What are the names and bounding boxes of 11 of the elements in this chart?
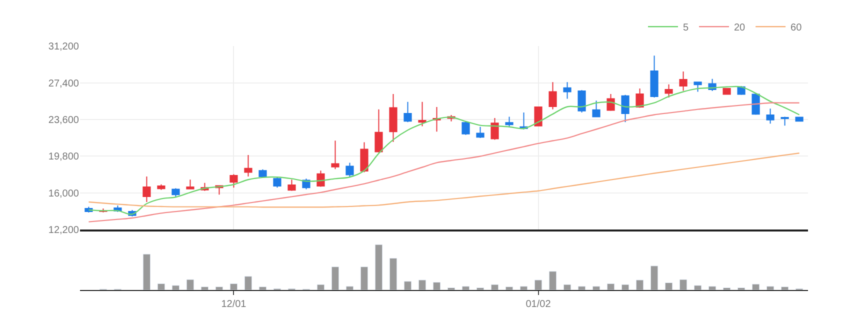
legend-label: 60 bbox=[790, 22, 802, 34]
y-tick-label: 31,200 bbox=[48, 42, 80, 52]
legend-label: 20 bbox=[734, 22, 746, 34]
x-tick-label: 01/02 bbox=[526, 299, 552, 310]
y-tick-label: 12,200 bbox=[48, 225, 80, 236]
y-tick-label: 23,600 bbox=[48, 114, 80, 126]
y-tick-label: 27,400 bbox=[48, 78, 80, 90]
y-tick-label: 19,800 bbox=[48, 152, 80, 163]
x-tick-label: 12/01 bbox=[221, 299, 247, 310]
y-tick-label: 16,000 bbox=[48, 188, 80, 200]
legend-label: 5 bbox=[683, 22, 689, 34]
